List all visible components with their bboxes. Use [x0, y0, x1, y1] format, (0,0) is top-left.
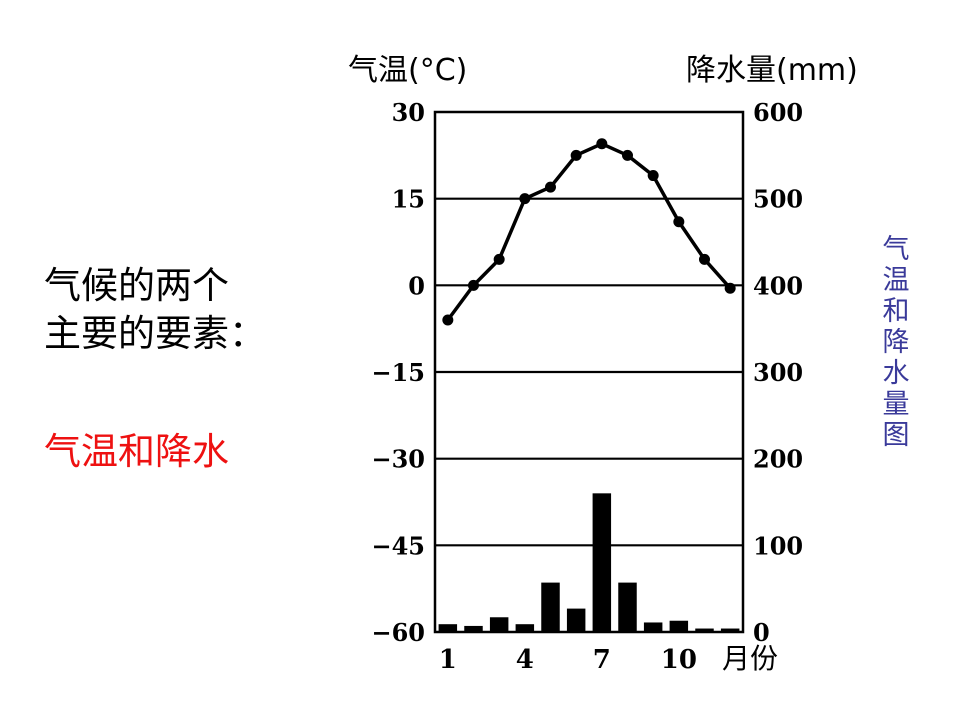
temperature-point — [442, 314, 454, 326]
question-text: 气候的两个 主要的要素： — [44, 262, 266, 358]
precipitation-bar — [489, 617, 509, 632]
precipitation-bar — [618, 582, 637, 632]
precipitation-bar — [464, 625, 483, 632]
precipitation-bar — [592, 493, 612, 632]
chart-caption: 气温和降水量图 — [876, 234, 916, 451]
precipitation-bar — [695, 628, 714, 632]
caption-char-4: 水 — [882, 358, 910, 389]
temperature-tick-label: 30 — [392, 98, 425, 127]
caption-char-3: 降 — [882, 327, 910, 358]
precipitation-tick-label: 400 — [753, 271, 803, 300]
precipitation-tick-label: 500 — [753, 185, 803, 214]
precipitation-bar — [720, 628, 740, 632]
caption-char-0: 气 — [882, 234, 910, 265]
caption-char-2: 和 — [882, 296, 910, 327]
month-tick-label: 1 — [439, 645, 457, 675]
precipitation-bar — [643, 622, 663, 632]
precipitation-tick-label: 0 — [753, 618, 770, 647]
month-tick-label: 4 — [516, 645, 534, 675]
temperature-tick-label: 15 — [392, 185, 425, 214]
temperature-point — [673, 216, 685, 228]
temperature-point — [622, 149, 633, 161]
month-ticks: 1 4 7 10 — [439, 645, 697, 675]
temperature-tick-label: 0 — [408, 271, 425, 300]
temperature-ticks: 30 15 0 −15 −30 −45 −60 — [371, 98, 425, 647]
temperature-tick-label: −60 — [371, 618, 425, 647]
temperature-point — [519, 193, 531, 205]
temperature-tick-label: −45 — [371, 531, 425, 560]
month-tick-label: 7 — [593, 645, 611, 675]
precipitation-axis-label: 降水量(mm) — [686, 53, 858, 88]
grid-lines — [435, 197, 743, 547]
temperature-point — [699, 253, 710, 265]
temperature-axis-label: 气温(°C) — [348, 53, 467, 88]
precipitation-tick-label: 200 — [753, 445, 803, 474]
temperature-points — [442, 138, 736, 326]
month-tick-label: 10 — [661, 645, 697, 675]
question-line-1: 气候的两个 — [44, 264, 229, 307]
precipitation-bar — [541, 582, 560, 632]
temperature-point — [468, 279, 479, 291]
temperature-point — [596, 138, 608, 150]
temperature-tick-label: −15 — [371, 358, 425, 387]
question-line-2: 主要的要素： — [44, 312, 266, 355]
temperature-point — [724, 282, 736, 294]
temperature-point — [647, 170, 659, 182]
precipitation-bar — [515, 624, 535, 632]
precipitation-tick-label: 100 — [753, 531, 803, 560]
precipitation-bar — [438, 624, 458, 632]
precipitation-ticks: 600 500 400 300 200 100 0 — [753, 98, 803, 647]
temperature-tick-label: −30 — [371, 445, 425, 474]
precipitation-bars — [438, 493, 740, 632]
precipitation-tick-label: 300 — [753, 358, 803, 387]
caption-char-1: 温 — [882, 265, 910, 296]
precipitation-bar — [566, 608, 586, 632]
caption-char-5: 量 — [882, 389, 910, 420]
precipitation-bar — [669, 620, 689, 632]
temperature-point — [545, 181, 556, 193]
x-axis-label: 月份 — [722, 642, 778, 675]
temperature-point — [570, 149, 582, 161]
caption-char-6: 图 — [882, 420, 910, 451]
precipitation-tick-label: 600 — [753, 98, 803, 127]
temperature-point — [493, 253, 505, 265]
temperature-line — [446, 141, 732, 322]
answer-text: 气温和降水 — [44, 430, 229, 473]
